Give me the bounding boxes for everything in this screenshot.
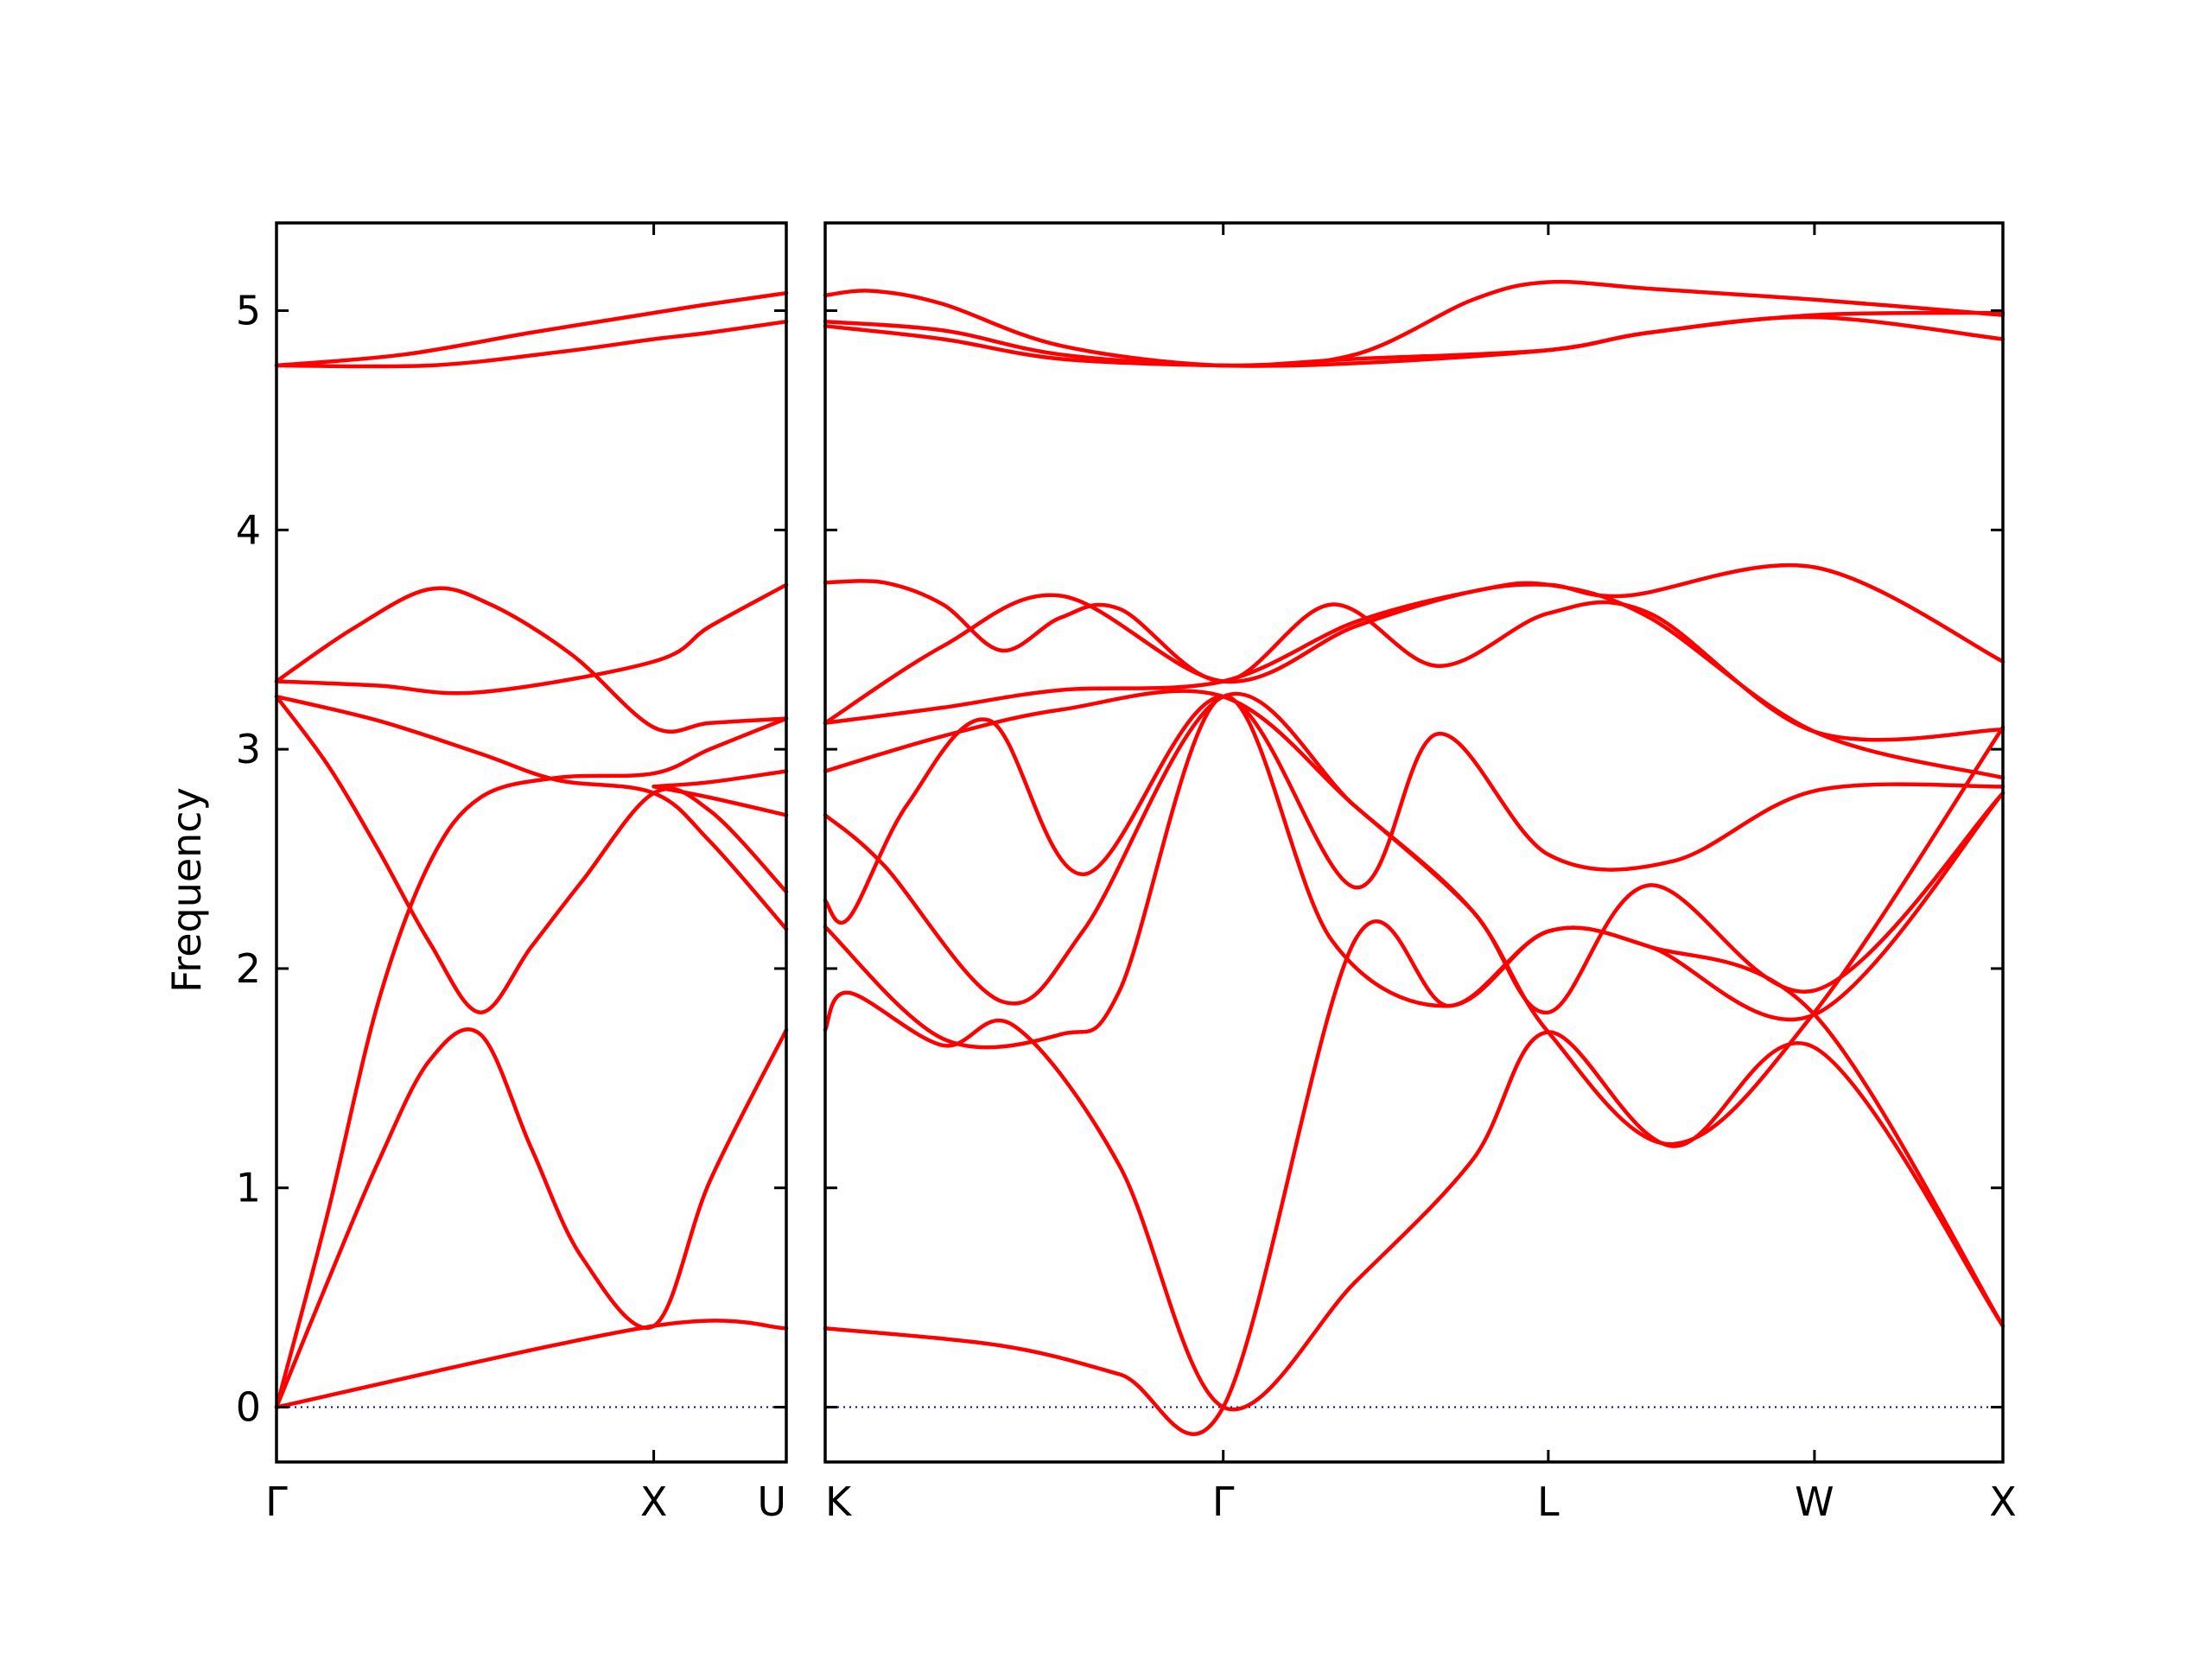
band-line-3 [823, 310, 2005, 368]
x-tick-label: Γ [265, 1478, 288, 1525]
x-tick-label: K [825, 1478, 853, 1525]
y-tick-label: 0 [236, 1384, 261, 1431]
plot-frame [823, 221, 2005, 1464]
band-line-9 [274, 1319, 789, 1409]
y-tick-label: 3 [236, 726, 261, 772]
band-line-3 [274, 586, 789, 734]
band-line-11 [652, 785, 789, 817]
y-tick-label: 1 [236, 1165, 261, 1211]
x-tick-label: X [640, 1478, 668, 1525]
y-axis-ticks: 0 1 2 3 4 5 [236, 288, 261, 1431]
band-line-1 [823, 279, 2005, 368]
plot-frame [275, 221, 788, 1464]
band-line-12 [823, 791, 2005, 1436]
x-tick-label: W [1795, 1478, 1834, 1525]
y-axis-label: Frequency [163, 787, 210, 993]
x-tick-label: L [1537, 1478, 1560, 1525]
band-line-5 [274, 694, 789, 931]
band-line-11 [823, 990, 2005, 1412]
band-line-5 [823, 563, 2005, 725]
band-line-4 [274, 582, 789, 696]
y-tick-label: 2 [236, 945, 261, 992]
band-line-10 [652, 769, 789, 789]
band-line-2 [274, 319, 789, 369]
x-tick-label: X [1989, 1478, 2017, 1525]
band-line-6 [274, 694, 789, 1014]
band-line-8 [823, 694, 2005, 925]
band-line-10 [823, 694, 2005, 1328]
band-line-1 [274, 290, 789, 368]
y-tick-label: 5 [236, 288, 261, 334]
band-line-8 [274, 1027, 789, 1409]
y-tick-label: 4 [236, 506, 261, 553]
band-line-6 [823, 581, 2005, 780]
band-line-7 [274, 716, 789, 1409]
x-tick-label: U [757, 1478, 786, 1525]
x-tick-label: Γ [1212, 1478, 1235, 1525]
band-line-9 [823, 691, 2005, 1147]
